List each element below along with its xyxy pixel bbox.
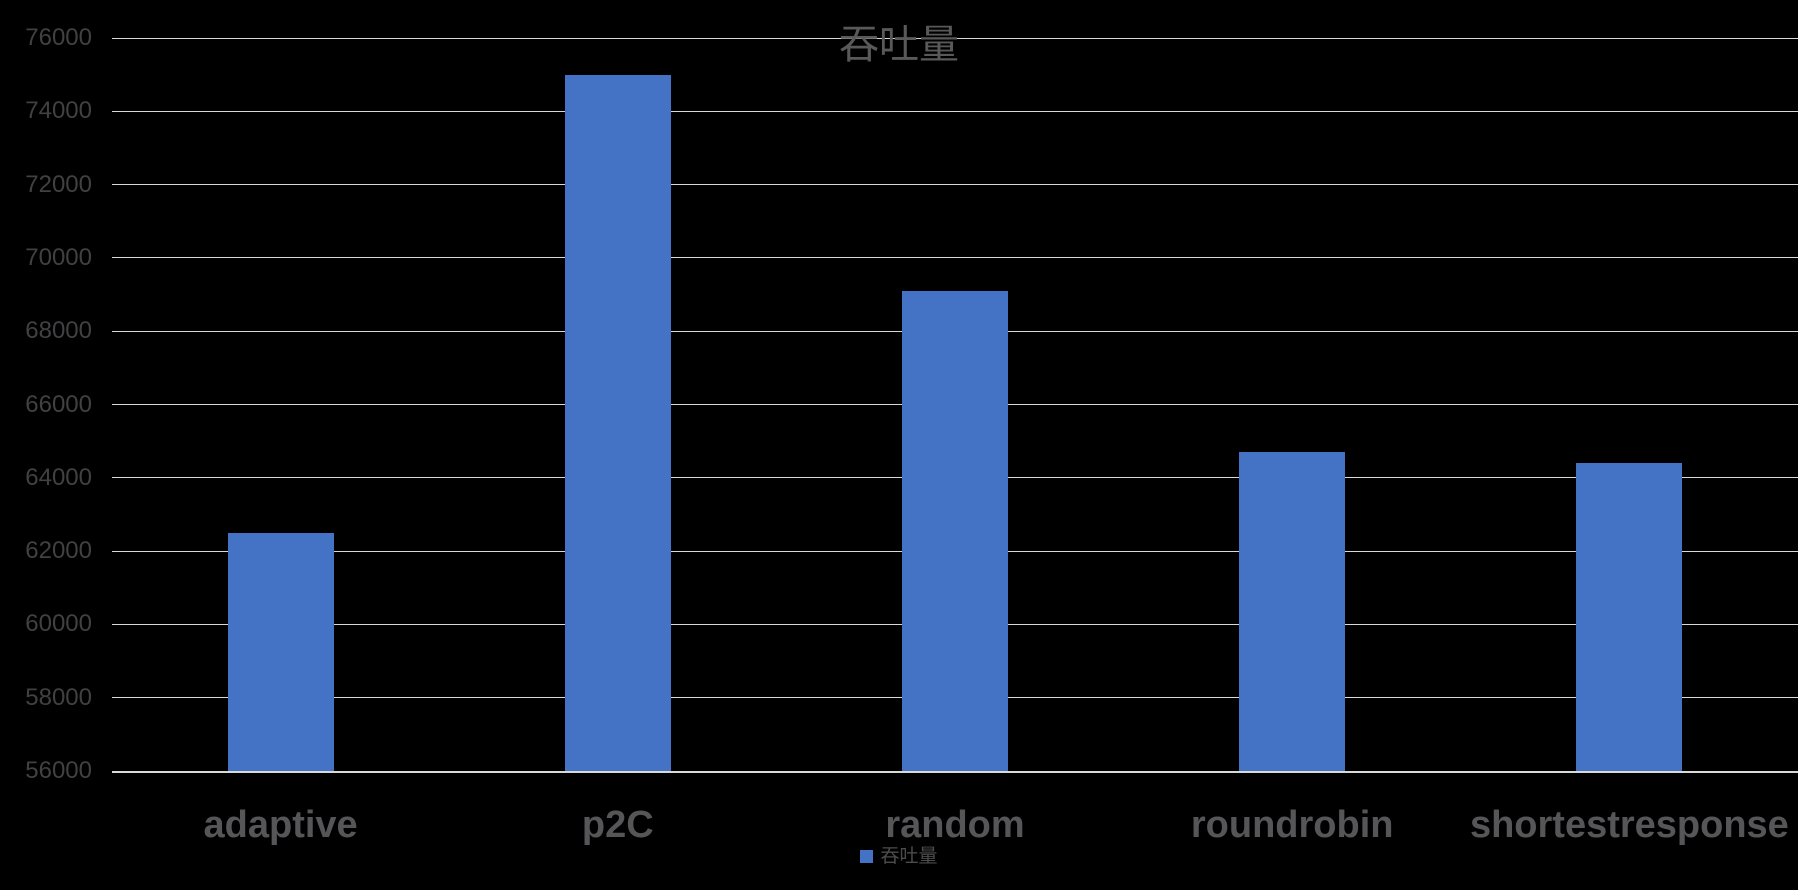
y-axis-tick-label: 56000 [25, 757, 92, 784]
bar-shortestresponse [1576, 463, 1683, 771]
y-axis-tick-label: 70000 [25, 243, 92, 271]
y-axis-tick-label: 58000 [25, 683, 92, 711]
y-axis-tick-label: 66000 [25, 390, 92, 418]
gridline [112, 37, 1798, 39]
x-axis-category-label-adaptive: adaptive [203, 804, 358, 846]
x-axis-category-label-roundrobin: roundrobin [1190, 804, 1394, 846]
y-axis-tick-label: 72000 [25, 170, 92, 198]
legend-series-label: 吞吐量 [880, 846, 938, 867]
y-axis-tick-label: 60000 [25, 610, 92, 638]
y-axis-tick-label: 64000 [25, 463, 92, 491]
gridline [112, 110, 1798, 112]
legend-swatch-icon [860, 850, 874, 863]
bar-random [902, 290, 1008, 771]
gridline [112, 257, 1798, 259]
y-axis-tick-label: 68000 [25, 317, 92, 345]
x-axis-line [112, 771, 1798, 773]
bar-roundrobin [1239, 452, 1346, 771]
x-axis-category-label-p2C: p2C [581, 804, 654, 846]
legend: 吞吐量 [0, 847, 1798, 866]
x-axis-category-label-random: random [885, 804, 1025, 846]
y-axis-tick-label: 62000 [25, 537, 92, 565]
x-axis-category-label-shortestresponse: shortestresponse [1469, 804, 1789, 846]
bar-adaptive [227, 532, 334, 771]
chart-title: 吞吐量 [839, 23, 959, 67]
bar-p2C [564, 74, 671, 771]
gridline [112, 184, 1798, 186]
y-axis-tick-label: 74000 [25, 97, 92, 125]
y-axis-tick-label: 76000 [25, 24, 92, 51]
